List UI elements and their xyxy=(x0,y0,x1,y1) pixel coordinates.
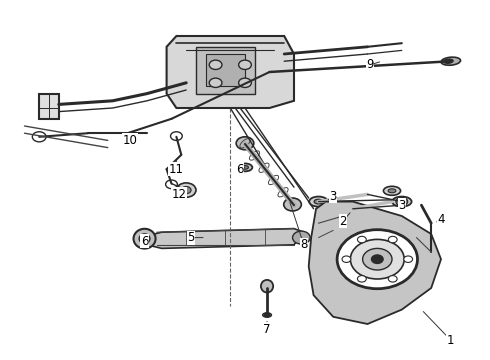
Text: 9: 9 xyxy=(366,58,374,71)
Polygon shape xyxy=(167,36,294,108)
Ellipse shape xyxy=(263,313,271,317)
Circle shape xyxy=(371,255,383,264)
Text: 3: 3 xyxy=(329,190,337,203)
Circle shape xyxy=(396,197,408,206)
Text: 10: 10 xyxy=(122,134,137,147)
Text: 5: 5 xyxy=(187,231,195,244)
Ellipse shape xyxy=(242,166,248,169)
Ellipse shape xyxy=(348,207,357,211)
Ellipse shape xyxy=(309,197,328,207)
Ellipse shape xyxy=(261,280,273,292)
Ellipse shape xyxy=(133,229,156,248)
Ellipse shape xyxy=(443,59,453,63)
Polygon shape xyxy=(309,202,441,324)
Text: 12: 12 xyxy=(172,188,186,201)
Ellipse shape xyxy=(343,204,362,214)
Circle shape xyxy=(236,137,254,150)
Circle shape xyxy=(181,186,191,194)
Circle shape xyxy=(176,183,196,197)
Circle shape xyxy=(171,132,182,140)
Polygon shape xyxy=(39,94,59,119)
Text: 6: 6 xyxy=(236,163,244,176)
Text: 1: 1 xyxy=(447,334,455,347)
Circle shape xyxy=(337,230,417,289)
Circle shape xyxy=(239,78,251,87)
Circle shape xyxy=(239,60,251,69)
Text: 2: 2 xyxy=(339,215,347,228)
Text: 3: 3 xyxy=(398,199,406,212)
Circle shape xyxy=(342,256,351,262)
Ellipse shape xyxy=(238,163,252,171)
Circle shape xyxy=(264,313,270,317)
Circle shape xyxy=(427,249,435,255)
Circle shape xyxy=(209,78,222,87)
Circle shape xyxy=(358,236,367,243)
Ellipse shape xyxy=(314,199,323,204)
Circle shape xyxy=(357,276,366,282)
Circle shape xyxy=(293,231,310,244)
Text: 11: 11 xyxy=(169,163,184,176)
Circle shape xyxy=(284,198,301,211)
Circle shape xyxy=(363,248,392,270)
Circle shape xyxy=(166,180,177,189)
Ellipse shape xyxy=(384,186,401,195)
Circle shape xyxy=(141,236,148,242)
Circle shape xyxy=(209,60,222,69)
Circle shape xyxy=(350,239,404,279)
Circle shape xyxy=(388,276,397,282)
Bar xyxy=(206,54,245,86)
Polygon shape xyxy=(147,229,304,248)
Ellipse shape xyxy=(139,234,150,243)
Text: 7: 7 xyxy=(263,323,271,336)
Ellipse shape xyxy=(441,57,461,65)
Circle shape xyxy=(32,132,46,142)
Ellipse shape xyxy=(392,197,412,207)
Circle shape xyxy=(404,256,413,262)
Text: 6: 6 xyxy=(141,235,148,248)
Circle shape xyxy=(388,236,397,243)
Bar xyxy=(196,47,255,94)
Ellipse shape xyxy=(388,189,396,193)
Text: 8: 8 xyxy=(300,238,308,251)
Text: 4: 4 xyxy=(437,213,445,226)
